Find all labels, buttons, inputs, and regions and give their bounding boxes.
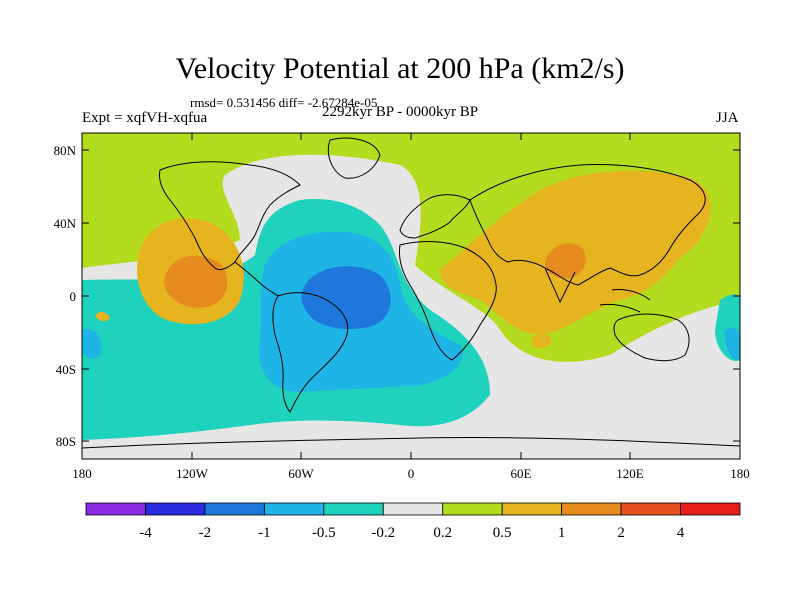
- colorbar: [85, 502, 741, 516]
- colorbar-swatch: [382, 502, 444, 516]
- lat-tick-marks: [82, 149, 740, 442]
- colorbar-label: 2: [617, 525, 625, 541]
- colorbar-swatch: [561, 502, 622, 516]
- lon-label-180e: 180: [730, 466, 750, 481]
- colorbar-swatch: [442, 502, 503, 516]
- colorbar-swatch: [145, 502, 206, 516]
- lat-label-80n: 80N: [54, 143, 77, 158]
- colorbar-label: -2: [199, 525, 212, 541]
- lon-label-60e: 60E: [511, 466, 532, 481]
- colorbar-label: 0.5: [493, 525, 512, 541]
- negative-core-atlantic: [301, 266, 391, 330]
- lat-label-0: 0: [70, 289, 77, 304]
- contour-field: [82, 133, 740, 459]
- colorbar-swatch: [263, 502, 325, 516]
- colorbar-label: -4: [139, 525, 152, 541]
- lat-label-80s: 80S: [56, 434, 76, 449]
- positive-patch-indian-ocean: [532, 334, 552, 349]
- season-label: JJA: [716, 110, 739, 126]
- colorbar-swatch: [85, 502, 146, 516]
- lon-label-180w: 180: [72, 466, 92, 481]
- experiment-label: Expt = xqfVH-xqfua: [82, 110, 208, 126]
- colorbar-label: -1: [258, 525, 271, 541]
- colorbar-label: -0.5: [312, 525, 336, 541]
- colorbar-swatch: [620, 502, 681, 516]
- coastlines: [82, 137, 740, 449]
- colorbar-label: 1: [558, 525, 566, 541]
- colorbar-swatch: [501, 502, 563, 516]
- plot-title: Velocity Potential at 200 hPa (km2/s): [175, 52, 625, 85]
- colorbar-label: 4: [677, 525, 685, 541]
- colorbar-swatch: [323, 502, 384, 516]
- colorbar-swatch: [204, 502, 265, 516]
- lat-labels: 80N 40N 0 40S 80S: [54, 143, 77, 449]
- negative-patch-west-pacific: [82, 329, 102, 359]
- positive-patch-east-pacific: [95, 312, 110, 322]
- lat-label-40s: 40S: [56, 362, 76, 377]
- lat-label-40n: 40N: [54, 216, 77, 231]
- stats-label: rmsd= 0.531456 diff= -2.67284e-05: [190, 95, 378, 110]
- lon-label-120e: 120E: [616, 466, 644, 481]
- colorbar-labels: -4 -2 -1 -0.5 -0.2 0.2 0.5 1 2 4: [139, 525, 685, 541]
- positive-core-ne-pacific: [164, 255, 228, 308]
- lon-tick-marks: [81, 133, 741, 459]
- lon-label-0: 0: [408, 466, 415, 481]
- period-label: 2292kyr BP - 0000kyr BP: [322, 104, 479, 120]
- lon-labels: 180 120W 60W 0 60E 120E 180: [72, 466, 750, 481]
- lon-label-60w: 60W: [288, 466, 314, 481]
- colorbar-label: -0.2: [371, 525, 395, 541]
- negative-patch-tasman: [724, 328, 740, 361]
- positive-core-asia: [544, 243, 586, 279]
- colorbar-label: 0.2: [433, 525, 452, 541]
- lon-label-120w: 120W: [176, 466, 209, 481]
- colorbar-swatch: [680, 502, 741, 516]
